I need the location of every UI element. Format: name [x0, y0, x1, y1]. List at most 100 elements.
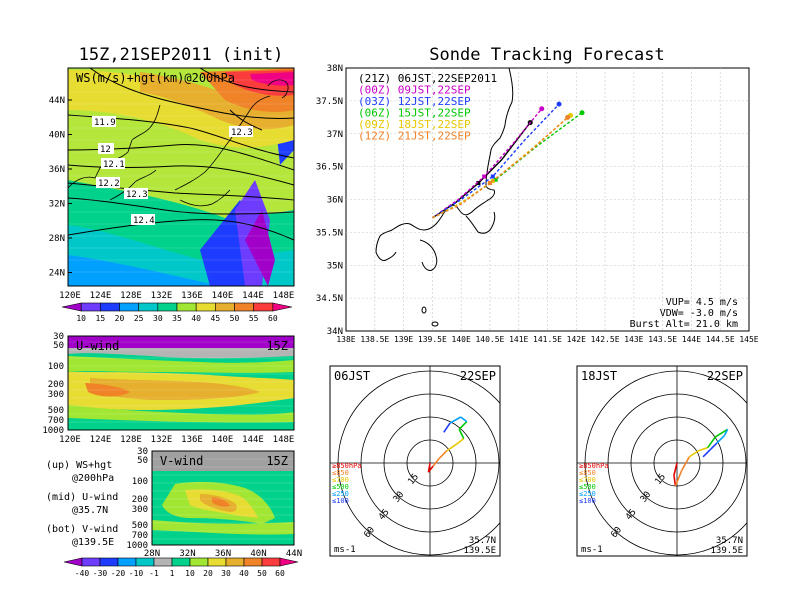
hodograph-unit: ms-1	[581, 545, 603, 555]
pressure-tick-label: 300	[48, 390, 64, 400]
pressure-tick-label: 30	[53, 332, 64, 342]
hodograph-time: 06JST	[334, 369, 370, 383]
track-endpoint	[539, 106, 545, 112]
note-label: (mid) U-wind	[46, 492, 118, 503]
hodograph-ring	[584, 370, 747, 556]
hodograph-segment	[707, 436, 716, 449]
hodograph-lon: 139.5E	[710, 546, 743, 556]
lat-tick-label: 36N	[215, 549, 231, 559]
hodograph-segment	[723, 428, 729, 436]
lat-tick-label: 36N	[327, 196, 343, 206]
contour-label: 12.3	[126, 190, 148, 200]
level-legend: ≤250	[579, 490, 596, 498]
right-title: Sonde Tracking Forecast	[429, 45, 664, 65]
lon-tick-label: 144E	[242, 291, 264, 301]
colorbar-tick-label: 20	[203, 569, 213, 578]
hodograph-segment	[673, 462, 678, 476]
lat-tick-label: 37N	[327, 130, 343, 140]
colorbar-tick-label: -30	[93, 569, 108, 578]
u-wind-time: 15Z	[266, 339, 288, 353]
track-info-burst: Burst Alt= 21.0 km	[630, 319, 738, 330]
contour-label: 12.1	[103, 160, 125, 170]
hodograph-segment	[674, 470, 683, 487]
level-legend: ≤700	[579, 476, 596, 484]
lon-tick-label: 132E	[151, 435, 173, 445]
level-legend: ≤250	[332, 490, 349, 498]
note-sub: @35.7N	[72, 505, 108, 516]
colorbar-swatch	[153, 557, 173, 567]
colorbar-tick-label: 1	[170, 569, 175, 578]
pressure-tick-label: 300	[132, 505, 148, 515]
colorbar-tick-label: 40	[191, 314, 201, 323]
level-legend: ≤850	[332, 469, 349, 477]
upper-map: WS(m/s)+hgt(km)@200hPa 11.9 12 12.1 12.2…	[49, 67, 295, 301]
lon-tick-label: 142E	[567, 335, 586, 344]
hodograph-date: 22SEP	[707, 369, 743, 383]
note-sub: @200hPa	[72, 473, 114, 484]
hodograph-frame	[329, 365, 501, 557]
lon-tick-label: 139.5E	[418, 335, 447, 344]
track-midpoint	[493, 177, 498, 182]
lat-tick-label: 32N	[179, 549, 195, 559]
colorbar-swatch	[100, 302, 120, 312]
lat-tick-label: 34.5N	[316, 294, 343, 304]
colorbar-swatch	[215, 302, 235, 312]
colorbar-swatch	[272, 302, 293, 312]
lat-tick-label: 28N	[49, 234, 65, 244]
lon-tick-label: 145E	[739, 335, 758, 344]
lon-tick-label: 144E	[242, 435, 264, 445]
colorbar-swatch	[261, 557, 281, 567]
hodograph-frame	[576, 365, 748, 557]
pressure-tick-label: 30	[137, 447, 148, 457]
hodograph-segment	[714, 428, 729, 438]
lon-tick-label: 144E	[682, 335, 701, 344]
lon-tick-label: 132E	[151, 291, 173, 301]
contour-label: 11.9	[94, 118, 116, 128]
level-legend: ≥850hPa	[579, 462, 609, 470]
lat-tick-label: 44N	[49, 96, 65, 106]
lon-tick-label: 124E	[90, 291, 112, 301]
hodograph-ring	[337, 370, 500, 556]
colorbar-swatch	[279, 557, 299, 567]
lon-tick-label: 138E	[336, 335, 355, 344]
lat-tick-label: 40N	[49, 131, 65, 141]
lon-tick-label: 144.5E	[706, 335, 735, 344]
colorbar-swatch	[80, 302, 101, 312]
pressure-tick-label: 50	[137, 456, 148, 466]
colorbar-tick-label: 25	[134, 314, 144, 323]
hodograph-ring	[383, 416, 477, 510]
level-legend: ≥850hPa	[332, 462, 362, 470]
hodograph-segment	[427, 465, 434, 473]
pressure-tick-label: 100	[48, 362, 64, 372]
colorbar-tick-label: -40	[75, 569, 90, 578]
pressure-tick-label: 700	[48, 416, 64, 426]
lon-tick-label: 140.5E	[475, 335, 504, 344]
panel-notes: (up) WS+hgt @200hPa (mid) U-wind @35.7N …	[46, 460, 118, 548]
contour-label: 12.2	[98, 179, 120, 189]
colorbar-swatch	[195, 302, 216, 312]
hodograph-segment	[702, 448, 712, 458]
track-info-vup: VUP= 4.5 m/s	[666, 297, 738, 308]
level-legend: ≤850	[579, 469, 596, 477]
track-line	[431, 103, 560, 219]
hodograph-lat: 35.7N	[469, 536, 496, 546]
colorbar-tick-label: 60	[275, 569, 285, 578]
lon-tick-label: 120E	[59, 435, 81, 445]
track-midpoint	[487, 181, 492, 186]
colorbar-tick-label: 50	[257, 569, 267, 578]
lat-tick-label: 35.5N	[316, 228, 343, 238]
lon-tick-label: 138.5E	[360, 335, 389, 344]
hodograph-segment	[698, 446, 708, 452]
lon-tick-label: 136E	[181, 291, 203, 301]
level-legend: ≤700	[332, 476, 349, 484]
legend-entry: (03Z) 12JST,22SEP	[358, 95, 471, 108]
colorbar-top: 10 15 20 25 30 35 40 45 50 55 60	[61, 302, 293, 323]
hodograph-segment	[460, 416, 468, 423]
colorbar-swatch	[61, 302, 82, 312]
level-legend: ≤100	[579, 497, 596, 505]
lon-tick-label: 148E	[273, 291, 295, 301]
